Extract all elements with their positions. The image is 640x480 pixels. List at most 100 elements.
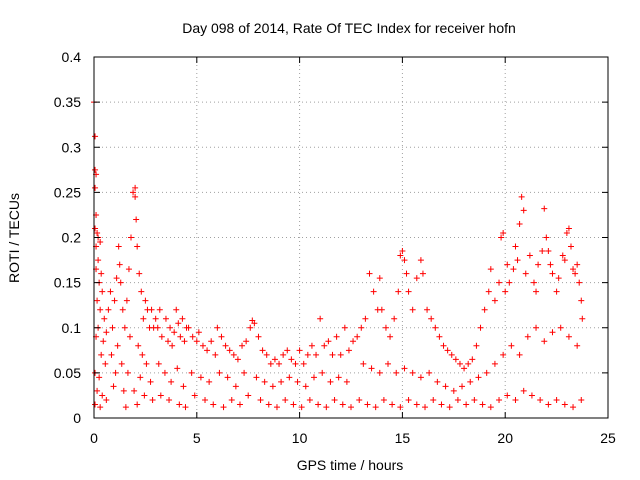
- data-point: [154, 324, 161, 331]
- data-point: [147, 378, 154, 385]
- data-point: [294, 378, 301, 385]
- data-point: [193, 338, 200, 345]
- data-point: [561, 257, 568, 264]
- data-point: [315, 401, 322, 408]
- data-point: [405, 396, 412, 403]
- data-point: [245, 392, 252, 399]
- data-point: [574, 261, 581, 268]
- data-point: [134, 401, 141, 408]
- data-point: [119, 306, 126, 313]
- data-point: [189, 333, 196, 340]
- data-point: [261, 378, 268, 385]
- data-point: [98, 351, 105, 358]
- data-point: [191, 392, 198, 399]
- data-point: [197, 374, 204, 381]
- data-point: [487, 404, 494, 411]
- data-point: [401, 257, 408, 264]
- data-point: [348, 404, 354, 411]
- data-point: [169, 342, 176, 349]
- data-point: [350, 338, 357, 345]
- data-point: [97, 404, 104, 411]
- x-tick-label: 0: [90, 430, 98, 446]
- data-point: [174, 365, 181, 372]
- data-point: [113, 275, 120, 282]
- data-point: [171, 329, 178, 336]
- data-point: [471, 396, 478, 403]
- data-point: [282, 396, 289, 403]
- data-point: [442, 383, 449, 390]
- data-point: [276, 360, 283, 367]
- data-point: [463, 401, 470, 408]
- x-axis-label: GPS time / hours: [297, 457, 404, 473]
- data-point: [105, 306, 112, 313]
- data-point: [199, 342, 206, 349]
- data-point: [94, 387, 101, 394]
- data-point: [212, 351, 219, 358]
- data-point: [273, 404, 280, 411]
- data-point: [162, 315, 169, 322]
- data-point: [155, 360, 162, 367]
- data-point: [138, 288, 145, 295]
- data-point: [267, 360, 274, 367]
- data-point: [541, 205, 548, 212]
- data-point: [181, 338, 188, 345]
- data-point: [475, 374, 482, 381]
- data-point: [319, 369, 326, 376]
- data-point: [296, 347, 303, 354]
- data-point: [112, 369, 119, 376]
- data-point: [360, 360, 367, 367]
- data-point: [243, 338, 250, 345]
- data-point: [574, 342, 581, 349]
- data-point: [206, 378, 213, 385]
- data-point: [579, 315, 586, 322]
- data-point: [94, 297, 101, 304]
- data-point: [317, 315, 324, 322]
- data-point: [134, 243, 141, 250]
- data-point: [565, 333, 572, 340]
- data-point: [126, 333, 133, 340]
- data-point: [477, 324, 484, 331]
- data-point: [331, 396, 338, 403]
- data-point: [345, 347, 352, 354]
- data-point: [182, 404, 189, 411]
- data-point: [214, 324, 221, 331]
- data-point: [343, 378, 350, 385]
- data-point: [133, 216, 140, 223]
- data-point: [520, 207, 527, 214]
- data-point: [94, 229, 101, 236]
- data-point: [380, 396, 387, 403]
- data-point: [409, 306, 416, 313]
- data-point: [539, 248, 546, 255]
- data-point: [149, 396, 156, 403]
- data-point: [356, 396, 363, 403]
- data-point: [269, 383, 276, 390]
- data-point: [99, 288, 106, 295]
- data-point: [188, 369, 195, 376]
- data-point: [210, 401, 217, 408]
- data-point: [321, 342, 328, 349]
- data-point: [387, 333, 394, 340]
- data-point: [95, 257, 102, 264]
- data-point: [500, 351, 507, 358]
- y-tick-label: 0.2: [62, 230, 82, 246]
- data-point: [362, 315, 369, 322]
- data-point: [370, 288, 377, 295]
- data-point: [173, 306, 180, 313]
- data-point: [103, 329, 110, 336]
- data-point: [108, 351, 115, 358]
- data-point: [440, 342, 447, 349]
- data-point: [578, 396, 585, 403]
- data-point: [522, 270, 529, 277]
- data-point: [195, 329, 202, 336]
- data-point: [576, 279, 583, 286]
- data-point: [500, 229, 507, 236]
- data-point: [504, 392, 511, 399]
- data-point: [563, 229, 570, 236]
- data-points: [91, 99, 586, 411]
- data-point: [302, 383, 309, 390]
- data-point: [543, 234, 550, 241]
- data-point: [570, 404, 577, 411]
- data-point: [565, 225, 572, 232]
- data-point: [92, 133, 99, 140]
- data-point: [479, 401, 486, 408]
